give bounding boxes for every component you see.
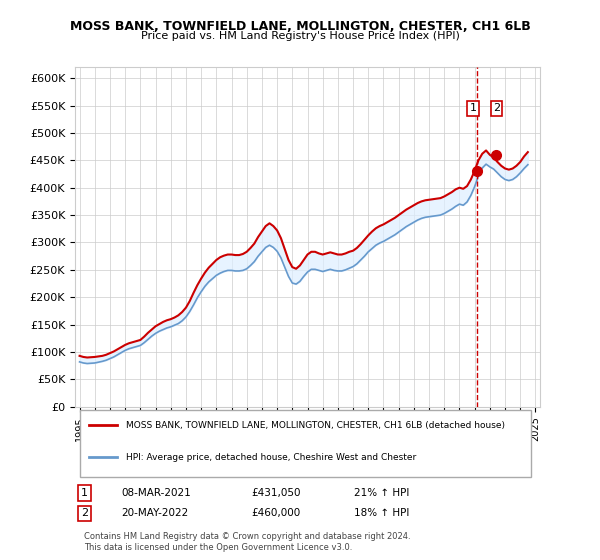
Text: MOSS BANK, TOWNFIELD LANE, MOLLINGTON, CHESTER, CH1 6LB: MOSS BANK, TOWNFIELD LANE, MOLLINGTON, C… (70, 20, 530, 32)
Text: MOSS BANK, TOWNFIELD LANE, MOLLINGTON, CHESTER, CH1 6LB (detached house): MOSS BANK, TOWNFIELD LANE, MOLLINGTON, C… (126, 421, 505, 430)
FancyBboxPatch shape (80, 410, 531, 477)
Text: 2: 2 (81, 508, 88, 519)
Text: 2: 2 (493, 103, 500, 113)
Text: HPI: Average price, detached house, Cheshire West and Chester: HPI: Average price, detached house, Ches… (126, 452, 416, 461)
Text: £431,050: £431,050 (252, 488, 301, 498)
Text: 21% ↑ HPI: 21% ↑ HPI (354, 488, 409, 498)
Text: 08-MAR-2021: 08-MAR-2021 (121, 488, 191, 498)
Text: 1: 1 (81, 488, 88, 498)
Text: 20-MAY-2022: 20-MAY-2022 (121, 508, 189, 519)
Text: 1: 1 (469, 103, 476, 113)
Text: 18% ↑ HPI: 18% ↑ HPI (354, 508, 409, 519)
Text: Contains HM Land Registry data © Crown copyright and database right 2024.
This d: Contains HM Land Registry data © Crown c… (84, 533, 411, 552)
Text: £460,000: £460,000 (252, 508, 301, 519)
Text: Price paid vs. HM Land Registry's House Price Index (HPI): Price paid vs. HM Land Registry's House … (140, 31, 460, 41)
